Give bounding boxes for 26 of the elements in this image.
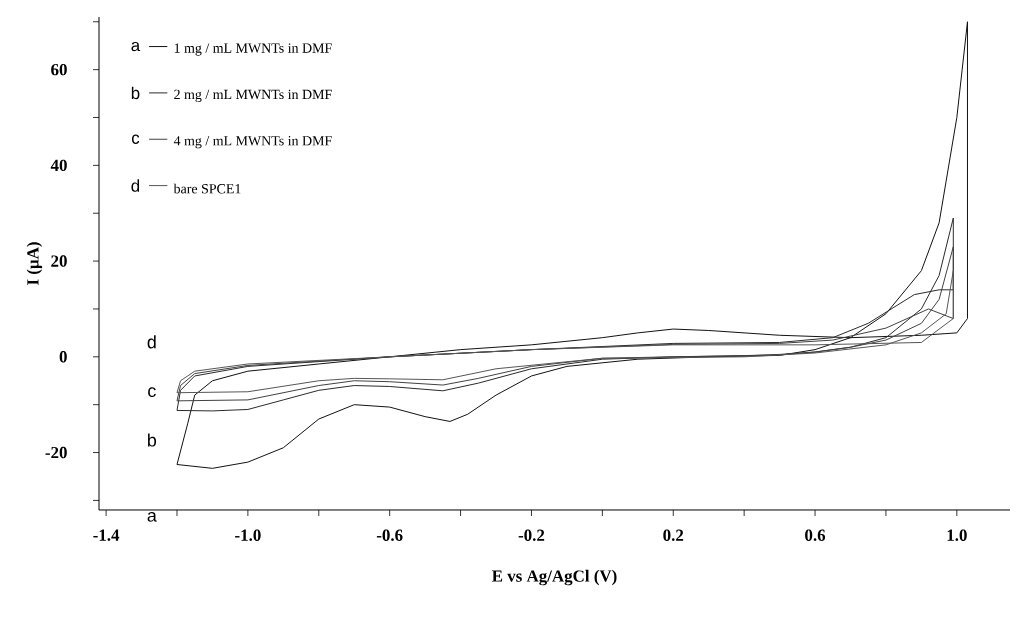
y-tick-label: 20 xyxy=(51,255,67,267)
x-tick-label: -0.2 xyxy=(518,529,545,541)
x-axis-title: E vs Ag/AgCl (V) xyxy=(492,569,617,586)
annotation: c xyxy=(131,134,140,144)
legend-label: 1 mg / mL MWNTs in DMF xyxy=(174,43,332,56)
annotation: c xyxy=(148,387,156,398)
x-tick-label: 1.0 xyxy=(947,529,967,541)
annotation: b xyxy=(131,86,140,100)
x-tick-label: -1.0 xyxy=(235,529,261,541)
x-tick-label: -1.4 xyxy=(93,529,120,541)
y-tick-label: 40 xyxy=(50,159,67,172)
x-tick-label: -0.6 xyxy=(376,529,403,541)
text: a xyxy=(147,511,157,522)
annotation: d xyxy=(147,335,156,349)
y-tick-label: -20 xyxy=(45,446,67,459)
annotation: b xyxy=(148,433,157,447)
annotation: a xyxy=(131,41,141,52)
legend-label: bare SPCE1 xyxy=(173,183,241,194)
annotation: d xyxy=(131,179,140,192)
x-tick-label: 0.2 xyxy=(663,529,684,541)
y-tick-label: 0 xyxy=(59,351,67,363)
legend-label: 2 mg / mL MWNTs in DMF xyxy=(174,89,332,102)
legend-label: 4 mg / mL MWNTs in DMF xyxy=(173,136,332,149)
y-axis-title: I (µA) xyxy=(26,242,43,285)
y-tick-label: 60 xyxy=(51,63,67,76)
x-tick-label: 0.6 xyxy=(805,529,826,541)
